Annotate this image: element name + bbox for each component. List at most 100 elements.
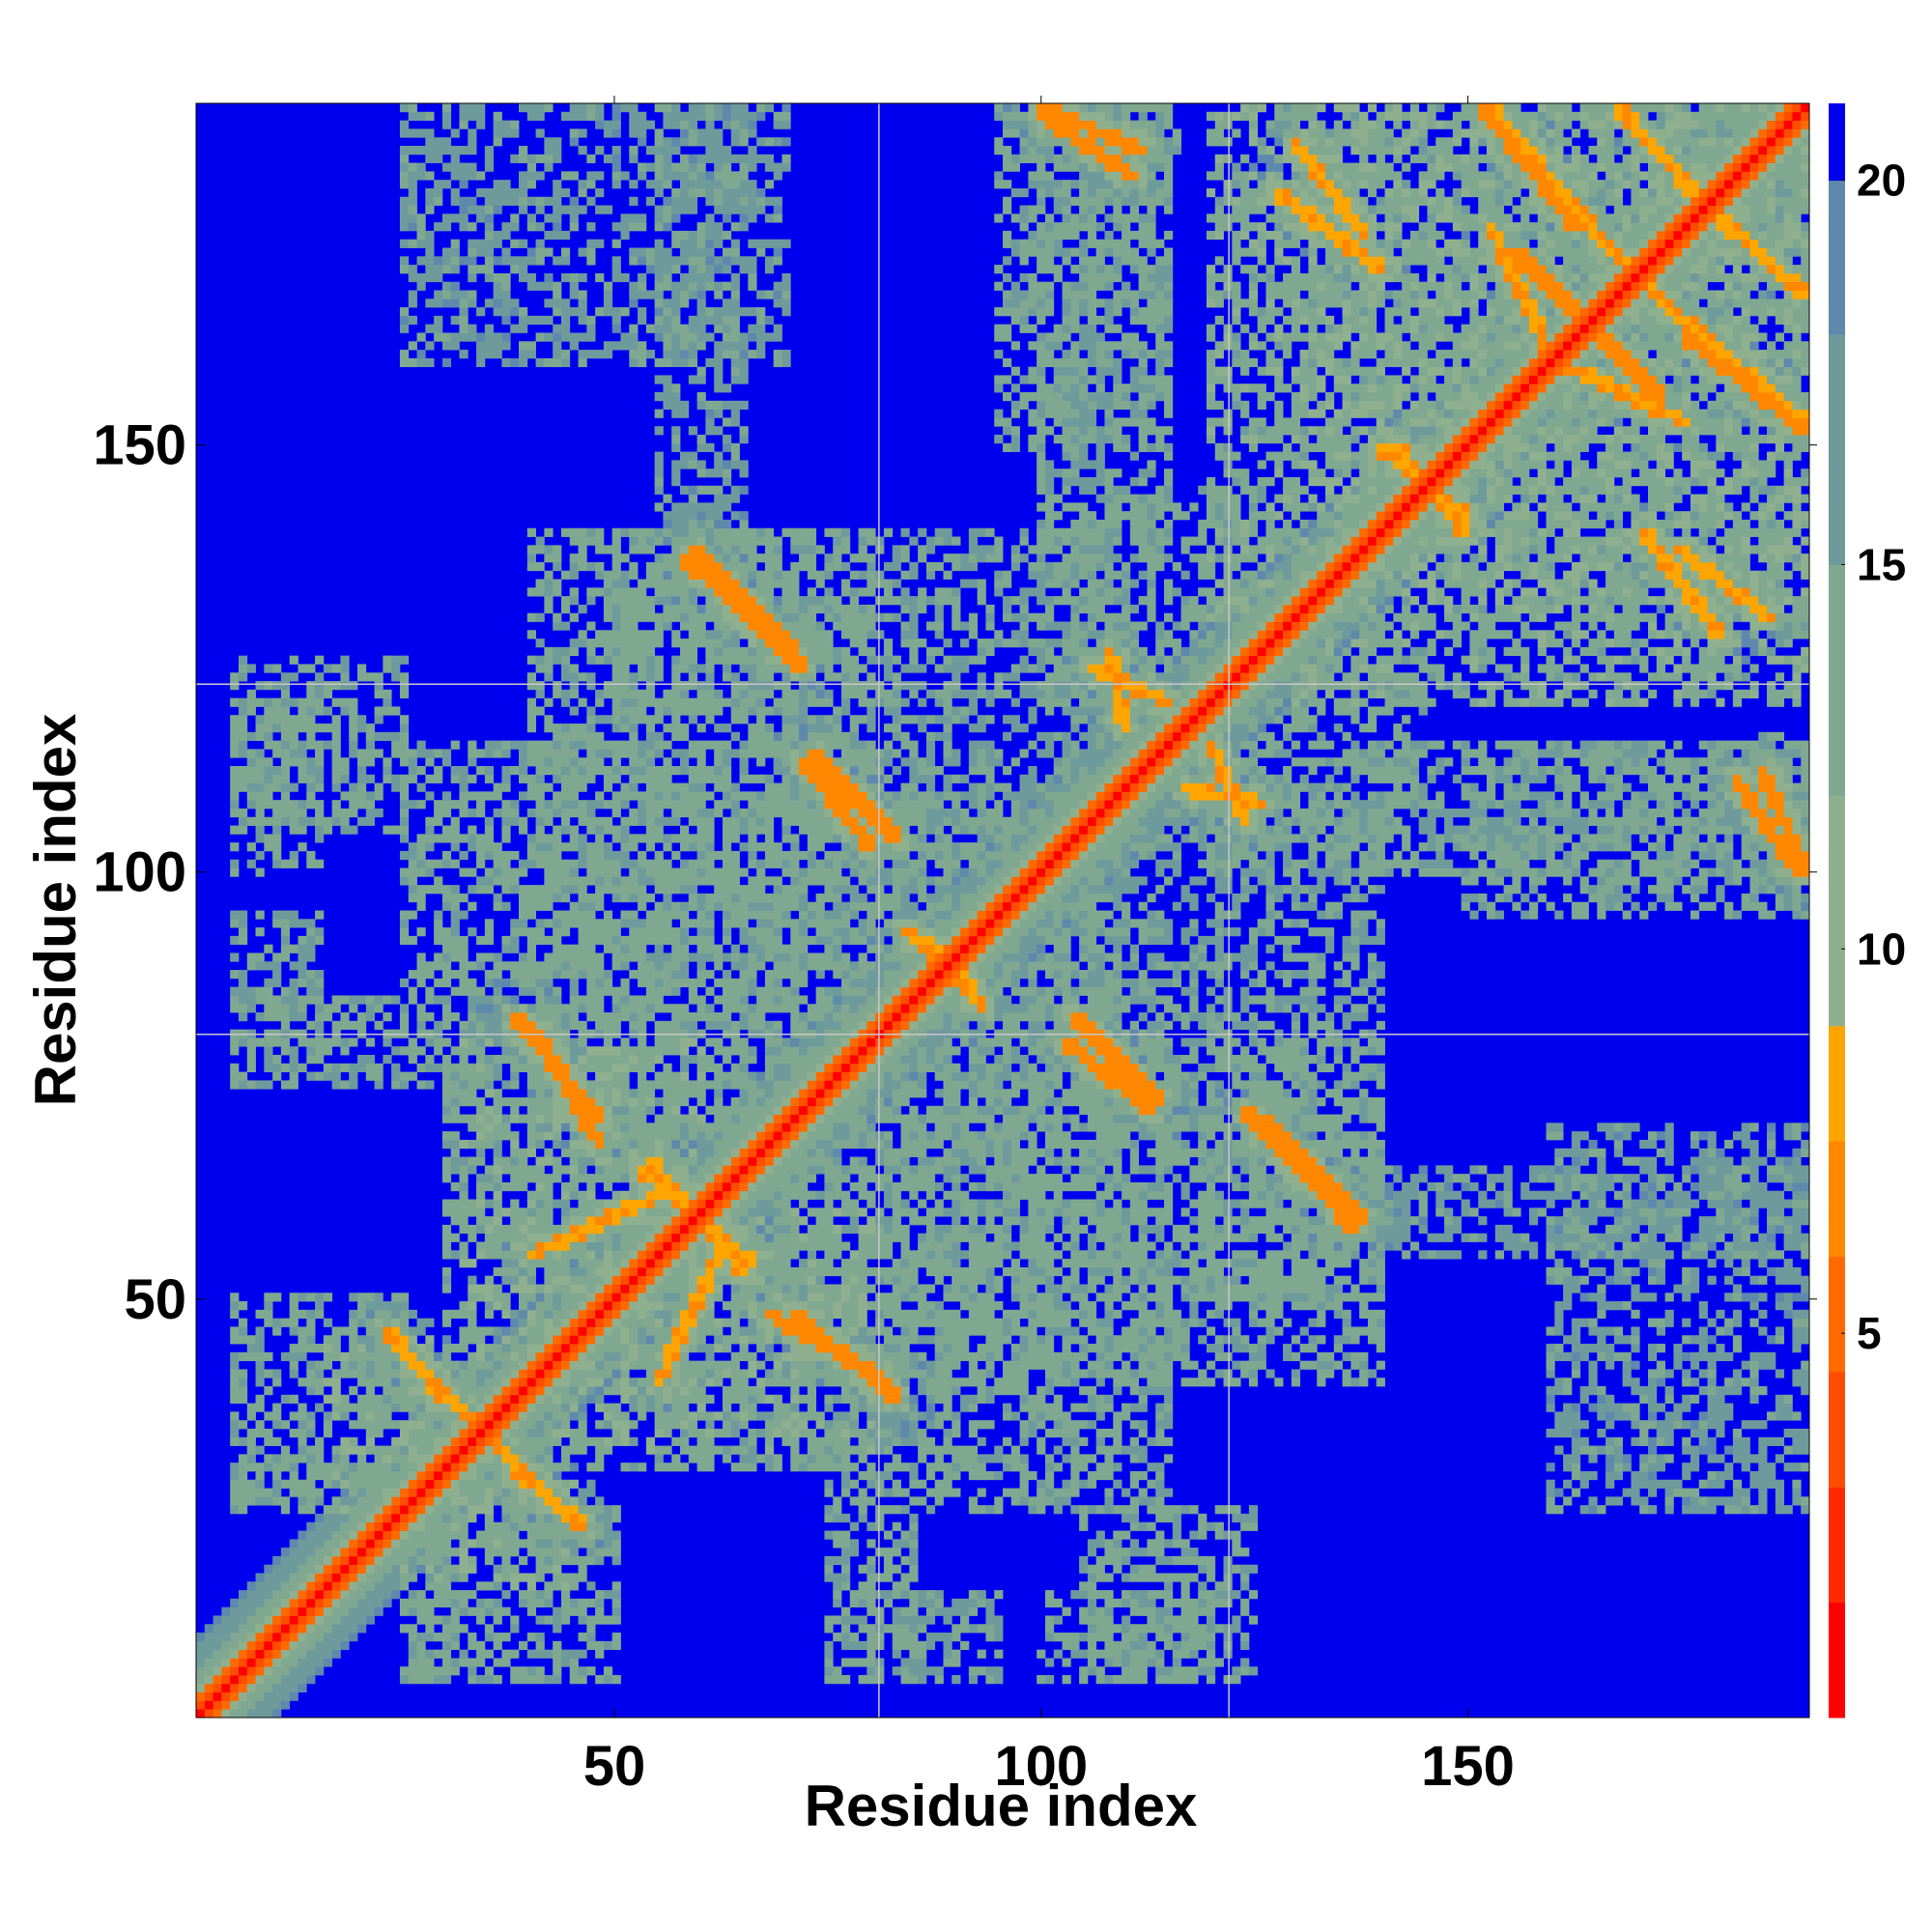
heatmap-cell <box>680 1351 690 1362</box>
heatmap-cell <box>374 1590 384 1600</box>
heatmap-cell <box>952 1259 961 1268</box>
heatmap-cell <box>1605 1224 1615 1235</box>
heatmap-cell <box>909 1309 919 1320</box>
heatmap-cell <box>578 1378 587 1387</box>
heatmap-cell <box>858 1301 867 1311</box>
heatmap-cell <box>1113 1436 1122 1446</box>
heatmap-cell <box>1189 1318 1199 1327</box>
heatmap-cell <box>221 1624 231 1634</box>
heatmap-cell <box>1350 1233 1360 1242</box>
heatmap-cell <box>493 1411 502 1421</box>
heatmap-cell <box>230 1598 240 1608</box>
heatmap-cell <box>611 1284 621 1293</box>
heatmap-cell <box>1062 1479 1071 1489</box>
heatmap-cell <box>272 1326 282 1336</box>
heatmap-cell <box>883 1301 894 1311</box>
heatmap-cell <box>696 1259 706 1268</box>
heatmap-cell <box>484 1241 495 1251</box>
heatmap-cell <box>1180 1555 1190 1566</box>
heatmap-cell <box>586 1513 596 1523</box>
heatmap-cell <box>1707 1505 1717 1515</box>
heatmap-cell <box>680 1378 690 1387</box>
heatmap-cell <box>1164 1216 1174 1226</box>
heatmap-cell <box>1214 1658 1224 1667</box>
heatmap-cell <box>1758 1233 1768 1242</box>
heatmap-cell <box>459 1394 469 1404</box>
heatmap-cell <box>213 1666 222 1676</box>
heatmap-cell <box>696 1233 706 1242</box>
heatmap-cell <box>629 1403 639 1412</box>
heatmap-cell <box>671 1293 681 1302</box>
heatmap-cell <box>773 1275 782 1285</box>
heatmap-cell <box>459 1658 469 1667</box>
heatmap-cell <box>867 1479 876 1489</box>
heatmap-cell <box>739 1250 749 1260</box>
heatmap-cell <box>1053 1394 1063 1404</box>
heatmap-cell <box>1605 1351 1615 1362</box>
heatmap-cell <box>1571 1436 1581 1446</box>
heatmap-cell <box>501 1463 511 1472</box>
heatmap-cell <box>391 1581 401 1591</box>
heatmap-cell <box>553 1241 562 1251</box>
heatmap-cell <box>595 1284 605 1293</box>
heatmap-cell <box>1265 1233 1275 1242</box>
heatmap-cell <box>1062 1633 1071 1642</box>
contact-map-heatmap <box>196 103 1810 1719</box>
heatmap-cell <box>1571 1360 1581 1370</box>
heatmap-cell <box>841 1463 851 1472</box>
heatmap-cell <box>1732 1428 1743 1438</box>
heatmap-cell <box>867 1241 876 1251</box>
heatmap-cell <box>535 1216 545 1226</box>
heatmap-cell <box>1682 1436 1691 1446</box>
heatmap-cell <box>730 1394 740 1404</box>
heatmap-cell <box>1138 1241 1148 1251</box>
heatmap-cell <box>638 1284 647 1293</box>
heatmap-cell <box>1155 1420 1165 1430</box>
heatmap-cell <box>875 1318 885 1327</box>
heatmap-cell <box>1180 1344 1190 1353</box>
heatmap-cell <box>280 1691 291 1701</box>
heatmap-cell <box>315 1463 325 1472</box>
heatmap-cell <box>968 1284 979 1293</box>
heatmap-cell <box>468 1309 477 1320</box>
heatmap-cell <box>705 1301 715 1311</box>
heatmap-cell <box>1044 1454 1055 1463</box>
heatmap-cell <box>1673 1284 1683 1293</box>
heatmap-cell <box>1698 1420 1708 1430</box>
heatmap-cell <box>280 1666 291 1676</box>
heatmap-cell <box>1095 1675 1105 1685</box>
heatmap-cell <box>875 1411 885 1421</box>
heatmap-cell <box>493 1233 502 1242</box>
heatmap-cell <box>246 1488 256 1497</box>
heatmap-cell <box>280 1496 291 1506</box>
heatmap-cell <box>900 1675 910 1685</box>
heatmap-cell <box>1079 1318 1089 1327</box>
heatmap-cell <box>943 1259 952 1268</box>
heatmap-cell <box>272 1700 282 1710</box>
heatmap-cell <box>1478 1250 1488 1260</box>
heatmap-cell <box>611 1344 621 1353</box>
heatmap-cell <box>671 1411 681 1421</box>
heatmap-cell <box>1070 1224 1080 1235</box>
heatmap-cell <box>841 1470 851 1481</box>
heatmap-cell <box>1155 1513 1165 1523</box>
heatmap-cell <box>264 1683 273 1693</box>
heatmap-cell <box>1571 1275 1581 1285</box>
heatmap-cell <box>764 1351 775 1362</box>
heatmap-cell <box>1198 1564 1208 1574</box>
heatmap-cell <box>569 1369 579 1378</box>
heatmap-cell <box>493 1224 502 1235</box>
heatmap-cell <box>807 1293 817 1302</box>
heatmap-cell <box>900 1530 910 1540</box>
heatmap-cell <box>553 1386 562 1396</box>
heatmap-cell <box>1122 1411 1131 1421</box>
heatmap-cell <box>1554 1505 1564 1515</box>
heatmap-cell <box>1724 1496 1734 1506</box>
heatmap-cell <box>1214 1521 1224 1531</box>
heatmap-cell <box>1435 1233 1445 1242</box>
heatmap-cell <box>544 1259 554 1268</box>
heatmap-cell <box>977 1233 986 1242</box>
heatmap-cell <box>323 1428 333 1438</box>
heatmap-cell <box>246 1428 256 1438</box>
heatmap-cell <box>1232 1216 1241 1226</box>
